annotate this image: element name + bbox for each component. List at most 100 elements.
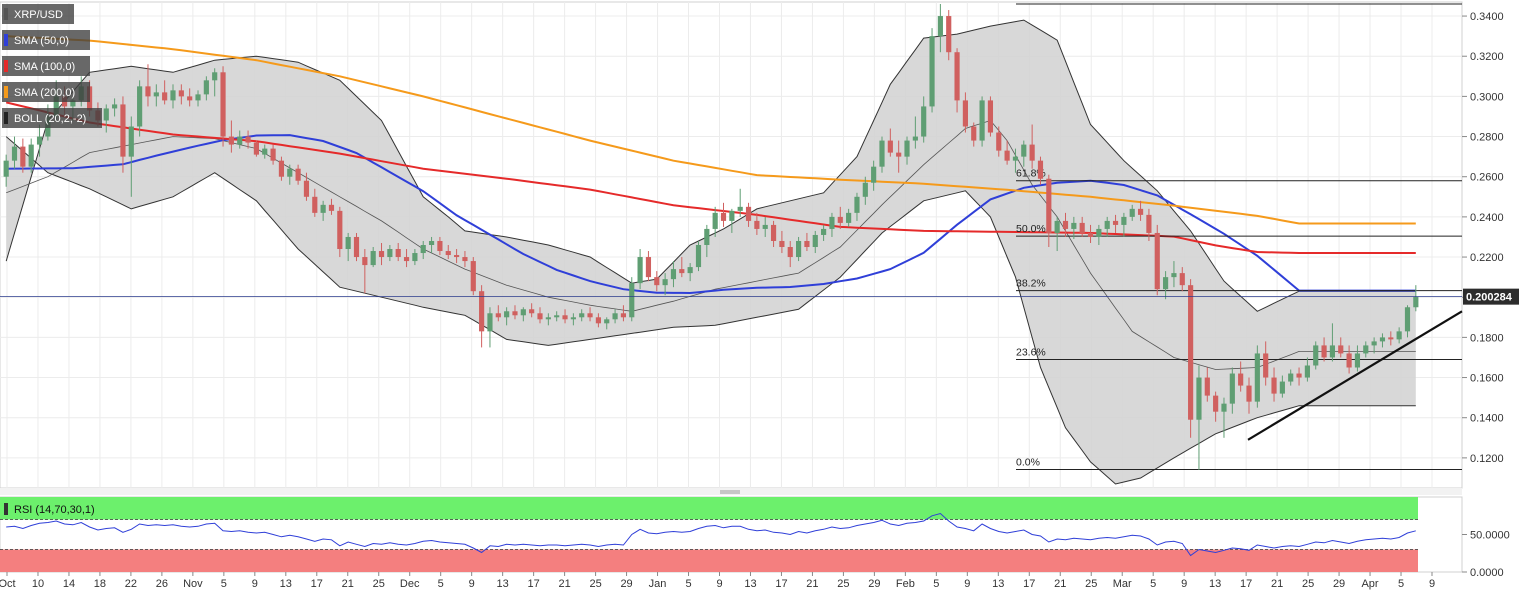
candle-body [946,16,952,53]
candle-body [562,315,568,320]
x-tick-label: 29 [868,578,880,590]
candle-body [762,224,768,229]
x-tick-label: 13 [497,578,509,590]
candle-body [112,104,118,109]
candle-body [720,212,727,221]
candle-body [1363,345,1369,354]
candle-body [1213,395,1219,412]
candle-body [303,180,310,197]
candle-body [454,255,460,258]
x-tick-label: 5 [1398,578,1404,590]
candle-body [1246,385,1252,402]
candle-body [53,96,59,117]
candle-body [962,100,968,127]
candle-body [195,94,201,101]
candle-body [837,216,843,223]
candle-body [1146,214,1152,233]
candle-body [1371,341,1377,346]
last-price-label: 0.200284 [1466,292,1513,304]
sma-200-line [6,35,1416,225]
x-tick-label: 25 [1085,578,1097,590]
candle-body [212,72,218,81]
candle-body [795,240,802,258]
candle-body [1171,273,1177,278]
rsi-tick-label: 50.0000 [1470,530,1510,542]
candle-body [1313,345,1319,366]
candle-body [812,234,818,248]
legend-chip [2,4,74,24]
candle-body [462,257,468,262]
candle-body [1329,345,1336,358]
x-tick-label: 26 [156,578,168,590]
candle-body [612,313,618,320]
candle-body [1338,345,1344,354]
candle-body [579,313,585,318]
candle-body [1046,178,1052,233]
candle-body [187,96,193,101]
y-tick-label: 0.1600 [1470,373,1504,385]
candle-body [1404,307,1411,332]
last-price-tag [1463,288,1519,305]
candle-body [1104,220,1110,229]
rsi-label-swatch [4,503,8,515]
y-tick-label: 0.1400 [1470,413,1504,425]
candle-body [887,140,893,153]
price-axis: 0.12000.14000.16000.18000.20000.22000.24… [1462,11,1504,465]
x-tick-label: Feb [896,578,915,590]
candle-body [370,251,376,266]
legend-swatch [4,112,8,124]
candle-body [587,313,593,318]
candle-body [529,309,535,314]
candle-body [1188,285,1194,420]
x-tick-label: 22 [125,578,137,590]
candle-body [779,240,785,248]
candle-body [687,267,693,274]
trendline [1247,310,1463,441]
candle-body [445,251,451,256]
candle-body [1263,353,1269,378]
candle-body [103,108,109,121]
candle-body [971,126,977,141]
candle-body [228,136,234,145]
x-tick-label: 5 [221,578,227,590]
candle-body [1413,296,1419,308]
rsi-oversold-zone [0,549,1418,572]
candle-body [1054,220,1060,233]
candle-body [1204,377,1210,396]
indicator-legend[interactable]: XRP/USD SMA (50,0) SMA (100,0) SMA (200,0) B… [2,4,102,128]
candle-body [854,196,860,213]
x-tick-label: 13 [744,578,756,590]
candle-body [595,317,601,324]
rsi-line [6,512,1416,557]
y-tick-label: 0.2200 [1470,252,1504,264]
y-tick-label: 0.2600 [1470,172,1504,184]
candle-body [821,228,827,235]
candle-body [1279,381,1285,394]
candle-body [1029,144,1035,161]
panel-resize-handle[interactable] [0,488,1462,495]
candle-body [170,90,176,101]
candle-body [495,313,501,318]
candle-body [345,236,351,250]
legend-label: SMA (50,0) [14,35,69,47]
candle-body [1079,222,1085,233]
candle-body [804,240,810,248]
legend-label: SMA (100,0) [14,61,75,73]
candle-body [1388,337,1394,340]
x-tick-label: 9 [469,578,475,590]
x-tick-label: 14 [63,578,75,590]
candle-body [862,182,868,197]
candle-body [912,136,918,141]
rsi-label: RSI (14,70,30,1) [14,504,95,516]
candle-body [570,317,576,320]
candle-body [504,311,510,318]
legend-label: BOLL (20,2,-2) [14,113,86,125]
candle-body [1196,377,1202,420]
x-tick-label: 17 [775,578,787,590]
candle-body [245,136,251,143]
candle-body [362,257,368,266]
y-tick-label: 0.3000 [1470,91,1504,103]
legend-swatch [4,60,8,72]
candle-body [937,16,943,37]
